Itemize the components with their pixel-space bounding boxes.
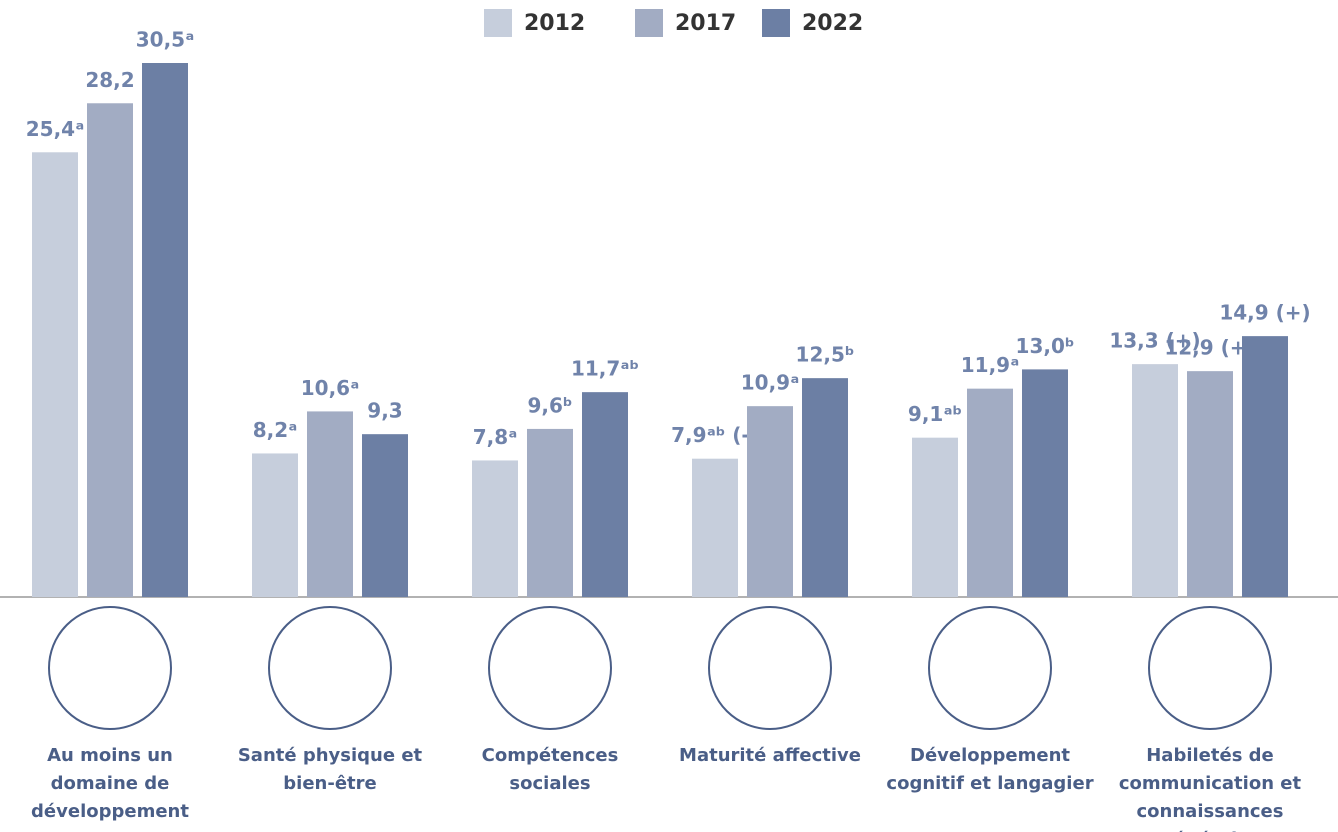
chart-svg: 2012 2017 2022 25,4ᵃ 28,230,5ᵃ 8,2ᵃ10,6ᵃ 9,3 7,… — [0, 0, 1338, 832]
value-label: 8,2ᵃ — [253, 418, 298, 442]
value-label: 25,4ᵃ — [26, 117, 85, 141]
bar — [1242, 336, 1288, 597]
bar — [307, 411, 353, 597]
value-label: 10,6ᵃ — [301, 376, 360, 400]
value-label: 14,9 (+) — [1219, 301, 1310, 325]
value-label: 7,8ᵃ — [473, 425, 518, 449]
bar — [692, 459, 738, 597]
value-label: 7,9ᵃᵇ (-) — [671, 423, 759, 447]
category-label: Habiletés de communication et connaissan… — [1103, 742, 1318, 832]
category-label: Au moins un domaine de développement — [3, 742, 218, 826]
bar — [912, 438, 958, 597]
legend-label: 2022 — [802, 11, 863, 36]
value-label: 30,5ᵃ — [136, 28, 195, 52]
category-label: Maturité affective — [663, 742, 878, 770]
legend-swatch — [484, 9, 512, 37]
bar — [472, 460, 518, 597]
bar — [747, 406, 793, 597]
bar — [142, 63, 188, 597]
value-label: 28,2 — [85, 68, 134, 92]
bar — [1132, 364, 1178, 597]
value-label: 11,9ᵃ — [961, 353, 1020, 377]
legend-swatch — [762, 9, 790, 37]
bar — [362, 434, 408, 597]
value-label: 9,1ᵃᵇ — [908, 402, 962, 426]
bar — [1022, 369, 1068, 597]
bar — [87, 103, 133, 597]
category-icon — [929, 607, 1051, 729]
value-label: 12,5ᵇ — [796, 343, 855, 367]
value-label: 9,3 — [367, 399, 402, 423]
value-label: 10,9ᵃ — [741, 371, 800, 395]
legend-label: 2017 — [675, 11, 736, 36]
category-icon — [489, 607, 611, 729]
bar — [1187, 371, 1233, 597]
value-label: 11,7ᵃᵇ — [571, 357, 639, 381]
legend-swatch — [635, 9, 663, 37]
value-label: 13,0ᵇ — [1016, 334, 1075, 358]
category-icon — [709, 607, 831, 729]
category-label: Compétences sociales — [443, 742, 658, 798]
bar — [967, 389, 1013, 597]
bar — [32, 152, 78, 597]
category-label: Développement cognitif et langagier — [883, 742, 1098, 798]
bar — [582, 392, 628, 597]
value-label: 12,9 (+) — [1164, 336, 1255, 360]
bar — [252, 453, 298, 597]
category-label: Santé physique et bien-être — [223, 742, 438, 798]
chart: 2012 2017 2022 25,4ᵃ 28,230,5ᵃ 8,2ᵃ10,6ᵃ 9,3 7,… — [0, 0, 1338, 832]
bar — [802, 378, 848, 597]
category-icon — [49, 607, 171, 729]
category-icon — [1149, 607, 1271, 729]
value-label: 9,6ᵇ — [527, 393, 572, 417]
category-icon — [269, 607, 391, 729]
legend-label: 2012 — [524, 11, 585, 36]
bar — [527, 429, 573, 597]
